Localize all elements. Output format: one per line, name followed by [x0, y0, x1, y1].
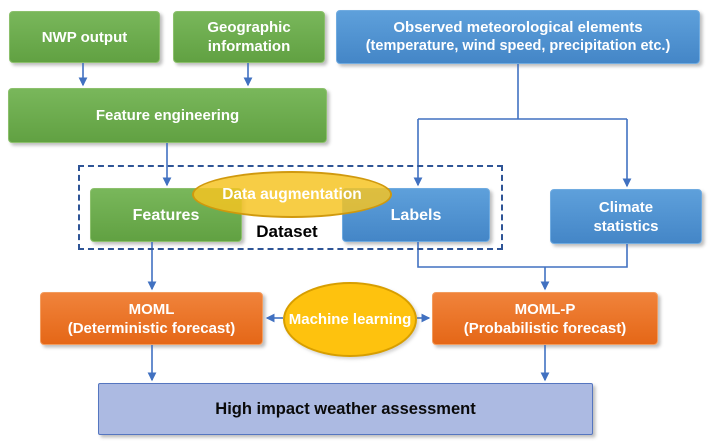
- node-observed-line1: Observed meteorological elements: [393, 19, 643, 36]
- dataset-dashed-container: [78, 165, 503, 250]
- machine-learning-ellipse: Machine learning: [283, 282, 417, 357]
- node-geographic-information: Geographic information: [173, 11, 325, 63]
- node-nwp-output-label: NWP output: [41, 28, 128, 46]
- dataset-label: Dataset: [256, 222, 318, 241]
- node-climate-statistics: Climate statistics: [550, 189, 702, 244]
- node-feature-engineering-label: Feature engineering: [95, 107, 240, 124]
- node-moml-p: MOML-P (Probabilistic forecast): [432, 292, 658, 345]
- line-labels-climate-join: [417, 242, 628, 268]
- data-augmentation-ellipse: Data augmentation: [192, 171, 392, 218]
- node-features-label: Features: [132, 206, 200, 224]
- node-nwp-output: NWP output: [9, 11, 160, 63]
- node-observed-meteorological-elements: Observed meteorological elements (temper…: [336, 10, 700, 64]
- node-geographic-information-label: Geographic information: [207, 19, 291, 55]
- node-feature-engineering: Feature engineering: [8, 88, 327, 143]
- node-high-impact-weather-assessment: High impact weather assessment: [98, 383, 593, 435]
- node-moml-line1: MOML: [128, 300, 175, 318]
- node-moml-p-line2: (Probabilistic forecast): [463, 319, 627, 337]
- assessment-label: High impact weather assessment: [215, 399, 476, 418]
- machine-learning-label: Machine learning: [288, 311, 412, 328]
- node-moml: MOML (Deterministic forecast): [40, 292, 263, 345]
- node-moml-p-line1: MOML-P: [514, 300, 576, 318]
- node-labels-label: Labels: [390, 206, 442, 224]
- node-moml-line2: (Deterministic forecast): [67, 319, 236, 337]
- node-observed-line2: (temperature, wind speed, precipitation …: [365, 38, 671, 54]
- node-climate-statistics-label: Climate statistics: [593, 198, 659, 235]
- data-augmentation-label: Data augmentation: [222, 186, 362, 203]
